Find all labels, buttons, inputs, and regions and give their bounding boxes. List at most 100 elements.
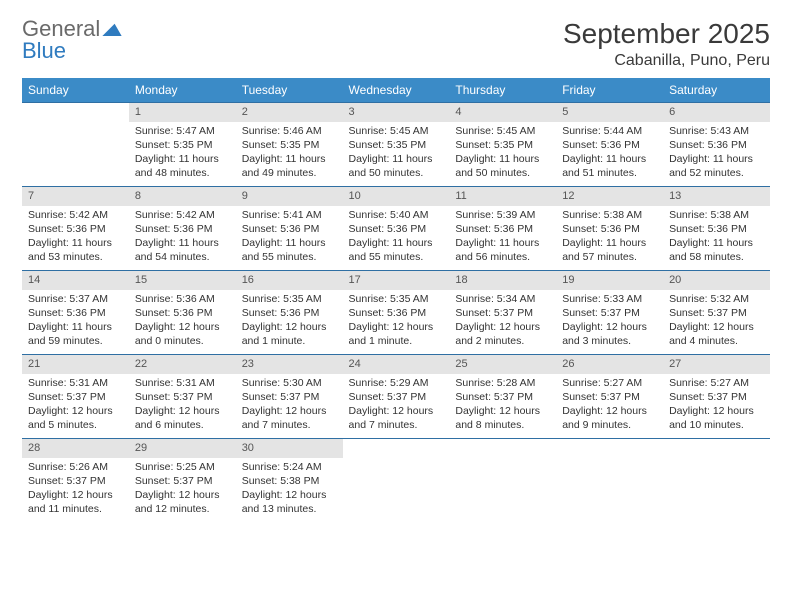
day-number: 29 (129, 439, 236, 458)
day-line: Sunset: 5:37 PM (28, 474, 123, 488)
calendar-cell: 26Sunrise: 5:27 AMSunset: 5:37 PMDayligh… (556, 355, 663, 439)
day-line: and 59 minutes. (28, 334, 123, 348)
day-line: and 48 minutes. (135, 166, 230, 180)
day-line: Sunset: 5:37 PM (455, 306, 550, 320)
day-line: Sunset: 5:37 PM (455, 390, 550, 404)
day-number: 11 (449, 187, 556, 206)
day-number: 30 (236, 439, 343, 458)
day-line: Sunset: 5:36 PM (349, 306, 444, 320)
day-line: Daylight: 11 hours (562, 236, 657, 250)
day-body: Sunrise: 5:47 AMSunset: 5:35 PMDaylight:… (129, 122, 236, 185)
day-line: Daylight: 11 hours (28, 236, 123, 250)
day-line: Sunset: 5:36 PM (562, 138, 657, 152)
calendar-cell: 8Sunrise: 5:42 AMSunset: 5:36 PMDaylight… (129, 187, 236, 271)
calendar-cell: 5Sunrise: 5:44 AMSunset: 5:36 PMDaylight… (556, 103, 663, 187)
day-line: and 10 minutes. (669, 418, 764, 432)
day-line: Sunset: 5:35 PM (455, 138, 550, 152)
day-line: Sunrise: 5:38 AM (562, 208, 657, 222)
calendar-row: 28Sunrise: 5:26 AMSunset: 5:37 PMDayligh… (22, 439, 770, 523)
day-number: 14 (22, 271, 129, 290)
day-line: Sunset: 5:36 PM (455, 222, 550, 236)
day-line: Daylight: 12 hours (562, 404, 657, 418)
calendar-row: 1Sunrise: 5:47 AMSunset: 5:35 PMDaylight… (22, 103, 770, 187)
day-line: and 52 minutes. (669, 166, 764, 180)
day-line: Daylight: 11 hours (28, 320, 123, 334)
day-line: Sunrise: 5:29 AM (349, 376, 444, 390)
day-line: Sunset: 5:36 PM (349, 222, 444, 236)
day-line: Sunset: 5:35 PM (242, 138, 337, 152)
day-line: Sunrise: 5:42 AM (135, 208, 230, 222)
day-line: Sunrise: 5:31 AM (28, 376, 123, 390)
day-line: and 1 minute. (349, 334, 444, 348)
day-line: Sunrise: 5:33 AM (562, 292, 657, 306)
day-body: Sunrise: 5:41 AMSunset: 5:36 PMDaylight:… (236, 206, 343, 269)
logo-triangle-icon (102, 22, 122, 40)
day-number: 23 (236, 355, 343, 374)
calendar-head: SundayMondayTuesdayWednesdayThursdayFrid… (22, 78, 770, 103)
day-line: Sunset: 5:37 PM (669, 306, 764, 320)
calendar-cell: 12Sunrise: 5:38 AMSunset: 5:36 PMDayligh… (556, 187, 663, 271)
day-number: 2 (236, 103, 343, 122)
weekday-header: Saturday (663, 78, 770, 103)
day-line: and 11 minutes. (28, 502, 123, 516)
day-line: Sunrise: 5:47 AM (135, 124, 230, 138)
day-line: Sunset: 5:36 PM (28, 306, 123, 320)
day-line: Daylight: 12 hours (135, 404, 230, 418)
day-body: Sunrise: 5:29 AMSunset: 5:37 PMDaylight:… (343, 374, 450, 437)
calendar-cell: 19Sunrise: 5:33 AMSunset: 5:37 PMDayligh… (556, 271, 663, 355)
day-body: Sunrise: 5:24 AMSunset: 5:38 PMDaylight:… (236, 458, 343, 521)
day-line: Sunset: 5:37 PM (28, 390, 123, 404)
day-line: and 50 minutes. (349, 166, 444, 180)
day-line: and 55 minutes. (242, 250, 337, 264)
day-line: Sunrise: 5:34 AM (455, 292, 550, 306)
calendar-cell: 24Sunrise: 5:29 AMSunset: 5:37 PMDayligh… (343, 355, 450, 439)
day-line: Daylight: 11 hours (349, 236, 444, 250)
day-line: Daylight: 12 hours (562, 320, 657, 334)
day-line: Daylight: 12 hours (135, 488, 230, 502)
day-line: Sunrise: 5:44 AM (562, 124, 657, 138)
day-body: Sunrise: 5:33 AMSunset: 5:37 PMDaylight:… (556, 290, 663, 353)
day-line: and 8 minutes. (455, 418, 550, 432)
day-line: Sunset: 5:36 PM (242, 306, 337, 320)
day-number: 25 (449, 355, 556, 374)
day-line: Sunrise: 5:27 AM (562, 376, 657, 390)
day-line: Daylight: 12 hours (242, 488, 337, 502)
logo-text-blue: Blue (22, 38, 66, 63)
day-line: Daylight: 12 hours (669, 320, 764, 334)
day-line: and 6 minutes. (135, 418, 230, 432)
day-body: Sunrise: 5:26 AMSunset: 5:37 PMDaylight:… (22, 458, 129, 521)
calendar-cell: 9Sunrise: 5:41 AMSunset: 5:36 PMDaylight… (236, 187, 343, 271)
calendar-cell: 4Sunrise: 5:45 AMSunset: 5:35 PMDaylight… (449, 103, 556, 187)
calendar-cell: 13Sunrise: 5:38 AMSunset: 5:36 PMDayligh… (663, 187, 770, 271)
calendar-cell: 28Sunrise: 5:26 AMSunset: 5:37 PMDayligh… (22, 439, 129, 523)
day-number: 7 (22, 187, 129, 206)
day-body: Sunrise: 5:28 AMSunset: 5:37 PMDaylight:… (449, 374, 556, 437)
day-line: and 7 minutes. (242, 418, 337, 432)
day-line: Daylight: 11 hours (135, 152, 230, 166)
day-body: Sunrise: 5:31 AMSunset: 5:37 PMDaylight:… (129, 374, 236, 437)
day-number: 27 (663, 355, 770, 374)
day-body: Sunrise: 5:42 AMSunset: 5:36 PMDaylight:… (22, 206, 129, 269)
weekday-header: Tuesday (236, 78, 343, 103)
calendar-cell: 1Sunrise: 5:47 AMSunset: 5:35 PMDaylight… (129, 103, 236, 187)
calendar-cell: 15Sunrise: 5:36 AMSunset: 5:36 PMDayligh… (129, 271, 236, 355)
day-number: 12 (556, 187, 663, 206)
calendar-cell: 27Sunrise: 5:27 AMSunset: 5:37 PMDayligh… (663, 355, 770, 439)
day-line: and 3 minutes. (562, 334, 657, 348)
day-body: Sunrise: 5:36 AMSunset: 5:36 PMDaylight:… (129, 290, 236, 353)
day-line: Daylight: 12 hours (242, 320, 337, 334)
day-line: Daylight: 12 hours (242, 404, 337, 418)
day-line: Daylight: 11 hours (135, 236, 230, 250)
day-number: 1 (129, 103, 236, 122)
calendar-cell (663, 439, 770, 523)
calendar-cell: 14Sunrise: 5:37 AMSunset: 5:36 PMDayligh… (22, 271, 129, 355)
day-line: Daylight: 11 hours (242, 152, 337, 166)
day-line: Daylight: 11 hours (669, 236, 764, 250)
day-line: Sunrise: 5:26 AM (28, 460, 123, 474)
logo: GeneralBlue (22, 18, 122, 62)
calendar-cell (343, 439, 450, 523)
day-line: Sunset: 5:36 PM (135, 222, 230, 236)
day-line: and 58 minutes. (669, 250, 764, 264)
day-body: Sunrise: 5:46 AMSunset: 5:35 PMDaylight:… (236, 122, 343, 185)
day-line: Sunrise: 5:27 AM (669, 376, 764, 390)
